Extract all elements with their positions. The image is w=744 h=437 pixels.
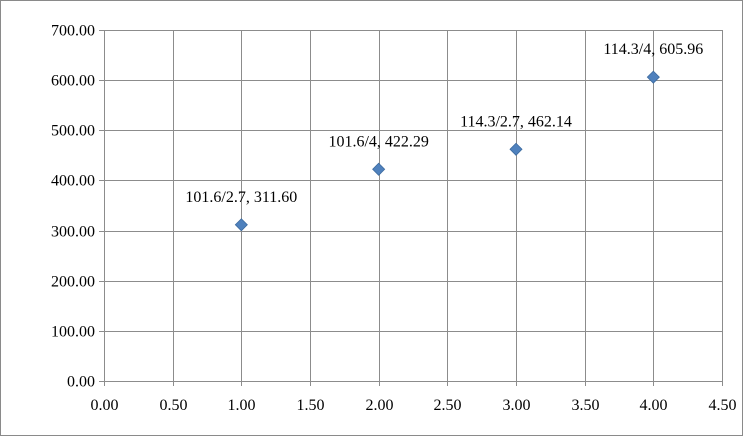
data-label: 101.6/4, 422.29: [328, 133, 428, 150]
data-point: [646, 70, 660, 84]
data-labels: 101.6/2.7, 311.60 101.6/4, 422.29 114.3/2.…: [185, 41, 703, 206]
x-tick-label: 3.50: [572, 397, 600, 414]
data-points: [234, 70, 660, 232]
x-tick-label: 0.00: [91, 397, 119, 414]
y-tick-label: 500.00: [51, 123, 95, 140]
y-tick-label: 200.00: [51, 274, 95, 291]
data-label: 114.3/4, 605.96: [603, 41, 703, 58]
y-axis-tick-labels: 0.00 100.00 200.00 300.00 400.00 500.00 600.00…: [51, 23, 95, 391]
x-axis-tick-labels: 0.00 0.50 1.00 1.50 2.00 2.50 3.00 3.50 4.00 4.50: [91, 397, 737, 414]
y-tick-label: 400.00: [51, 173, 95, 190]
y-tick-label: 600.00: [51, 73, 95, 90]
x-tick-label: 1.50: [297, 397, 325, 414]
data-label: 114.3/2.7, 462.14: [460, 113, 572, 130]
x-tick-label: 2.00: [366, 397, 394, 414]
axes: [99, 30, 723, 386]
x-tick-label: 0.50: [160, 397, 188, 414]
data-point: [509, 142, 523, 156]
grid: [104, 30, 723, 381]
y-tick-label: 700.00: [51, 23, 95, 40]
y-tick-label: 300.00: [51, 224, 95, 241]
x-tick-label: 3.00: [503, 397, 531, 414]
data-label: 101.6/2.7, 311.60: [185, 189, 297, 206]
y-tick-label: 0.00: [67, 374, 95, 391]
x-tick-label: 4.50: [709, 397, 737, 414]
x-tick-label: 2.50: [434, 397, 462, 414]
x-tick-label: 4.00: [640, 397, 668, 414]
data-point: [372, 162, 386, 176]
data-point: [234, 218, 248, 232]
x-tick-label: 1.00: [228, 397, 256, 414]
y-tick-label: 100.00: [51, 324, 95, 341]
